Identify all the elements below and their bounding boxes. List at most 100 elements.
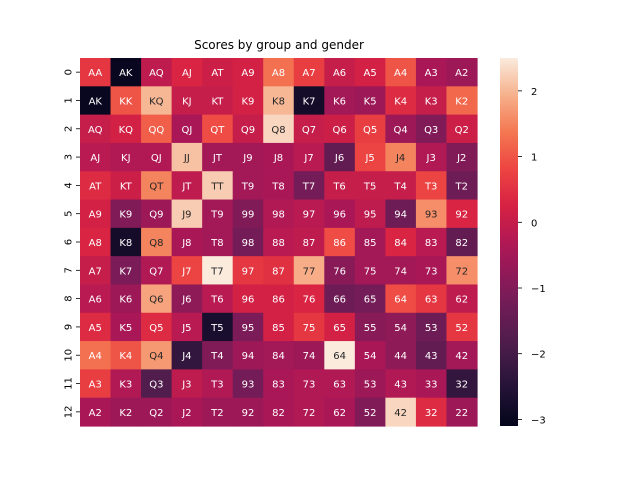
cell-label: T8 — [271, 181, 284, 192]
cell-label: T9 — [241, 181, 254, 192]
cell-label: JJ — [183, 153, 190, 164]
heatmap-cell — [385, 199, 417, 229]
heatmap-cell — [385, 256, 417, 286]
cell-label: 52 — [455, 323, 468, 334]
cell-label: 97 — [303, 210, 316, 221]
heatmap-cell — [80, 341, 112, 370]
cell-label: 52 — [364, 408, 377, 419]
heatmap-cell — [141, 86, 173, 116]
cell-label: A2 — [89, 408, 102, 419]
cell-label: 72 — [303, 408, 316, 419]
heatmap-cell — [141, 284, 173, 314]
heatmap-cell — [202, 227, 234, 257]
cell-label: AT — [89, 181, 102, 192]
heatmap-cell — [446, 199, 478, 229]
heatmap-cell — [202, 369, 234, 399]
heatmap-cell — [232, 341, 264, 370]
heatmap-cell — [385, 369, 417, 399]
heatmap-cell — [354, 199, 386, 229]
heatmap-cell — [232, 171, 264, 201]
cell-label: K7 — [303, 96, 316, 107]
cell-label: A2 — [455, 68, 468, 79]
cell-label: T6 — [332, 181, 345, 192]
cell-label: KT — [120, 181, 133, 192]
colorbar-tick-label: 2 — [531, 87, 537, 98]
cell-label: 97 — [242, 266, 255, 277]
heatmap-cell — [141, 312, 173, 342]
heatmap-cell — [415, 227, 448, 257]
heatmap-cell — [415, 199, 448, 229]
cell-label: 54 — [394, 323, 407, 334]
cell-label: K6 — [333, 96, 346, 107]
cell-label: A6 — [89, 295, 102, 306]
cell-label: A9 — [241, 68, 254, 79]
heatmap-cell — [232, 312, 264, 342]
heatmap-cell — [80, 227, 112, 257]
cell-label: Q9 — [241, 125, 255, 136]
cell-label: 63 — [333, 380, 346, 391]
heatmap-cell — [293, 171, 325, 201]
y-tick-label: 6 — [64, 239, 75, 245]
heatmap-cell — [354, 256, 386, 286]
cell-label: J4 — [181, 351, 191, 362]
heatmap-cell — [446, 312, 478, 342]
cell-label: KK — [119, 96, 133, 107]
heatmap-cell — [354, 58, 386, 87]
cell-label: KJ — [121, 153, 131, 164]
cell-label: A7 — [302, 68, 315, 79]
chart-title: Scores by group and gender — [194, 38, 364, 52]
cell-label: 98 — [272, 210, 285, 221]
cell-label: A3 — [425, 68, 438, 79]
cell-label: T4 — [393, 181, 406, 192]
cell-label: 84 — [272, 351, 285, 362]
heatmap-cell — [141, 142, 173, 172]
cell-label: AQ — [88, 125, 103, 136]
heatmap-cell — [202, 256, 234, 286]
cell-label: 94 — [394, 210, 407, 221]
heatmap-cell — [80, 114, 112, 144]
heatmap-cell — [232, 369, 264, 399]
cell-label: KT — [211, 96, 224, 107]
heatmap-cell — [110, 284, 142, 314]
cell-label: 62 — [455, 295, 468, 306]
cell-label: 73 — [303, 380, 316, 391]
heatmap-cell — [293, 312, 325, 342]
heatmap-cell — [415, 171, 448, 201]
heatmap-cell — [80, 199, 112, 229]
cell-label: T7 — [302, 181, 315, 192]
y-tick-label: 5 — [64, 211, 75, 217]
heatmap-cell — [324, 369, 356, 399]
heatmap-cell — [141, 227, 173, 257]
cell-label: 86 — [333, 238, 346, 249]
heatmap-cell — [415, 284, 448, 314]
heatmap-cell — [232, 199, 264, 229]
cell-label: 92 — [455, 210, 468, 221]
cell-label: J9 — [242, 153, 252, 164]
cell-label: 73 — [425, 266, 438, 277]
y-tick-label: 11 — [64, 377, 75, 390]
cell-label: J2 — [181, 408, 191, 419]
heatmap-cell — [446, 284, 478, 314]
cell-label: J2 — [456, 153, 466, 164]
heatmap-cell — [324, 284, 356, 314]
heatmap-cell — [385, 397, 417, 427]
heatmap-cell — [293, 114, 325, 144]
heatmap-cell — [141, 58, 173, 87]
heatmap-cell — [141, 369, 173, 399]
heatmap-cell — [446, 341, 478, 370]
cell-label: J8 — [273, 153, 283, 164]
cell-label: Q6 — [332, 125, 346, 136]
cell-label: 87 — [303, 238, 316, 249]
cell-label: Q9 — [149, 210, 163, 221]
y-tick-label: 4 — [64, 182, 75, 188]
cell-label: Q8 — [271, 125, 285, 136]
cell-label: J8 — [181, 238, 191, 249]
cell-label: QJ — [151, 153, 162, 164]
cell-label: Q4 — [149, 351, 163, 362]
cell-label: J9 — [181, 210, 191, 221]
heatmap-cell — [110, 58, 142, 87]
cell-label: AJ — [90, 153, 100, 164]
heatmap-cell — [263, 397, 295, 427]
cell-label: 87 — [272, 266, 285, 277]
